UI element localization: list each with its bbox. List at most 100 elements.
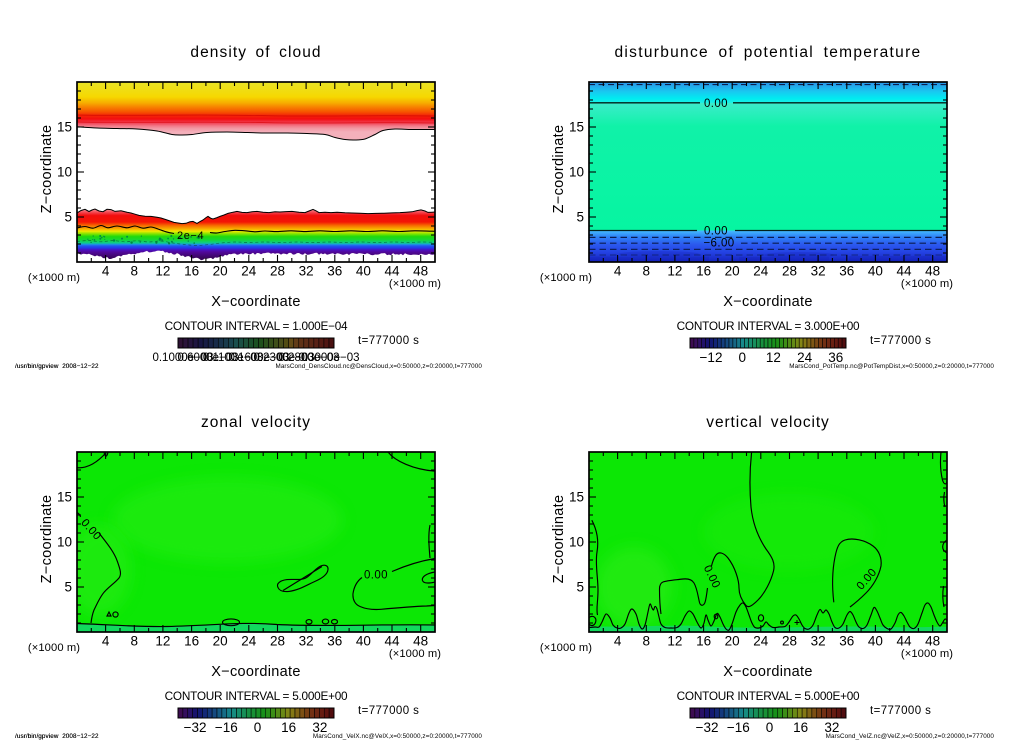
svg-text:40: 40 [868,264,883,279]
svg-text:44: 44 [384,264,400,279]
svg-text:24: 24 [797,350,813,365]
svg-text:15: 15 [57,490,72,505]
svg-text:0.00: 0.00 [704,225,728,237]
svg-text:MarsCond_VelX.nc@VelX,x=0:5000: MarsCond_VelX.nc@VelX,x=0:50000,z=0:2000… [313,733,483,740]
svg-text:X−coordinate: X−coordinate [723,294,812,310]
svg-text:5: 5 [64,580,72,595]
svg-text:MarsCond_PotTemp.nc@PotTempDis: MarsCond_PotTemp.nc@PotTempDist,x=0:5000… [789,363,994,370]
svg-text:20: 20 [725,264,740,279]
svg-text:48: 48 [413,634,428,649]
svg-text:12: 12 [667,634,682,649]
svg-text:Z−coordinate: Z−coordinate [39,125,55,214]
svg-text:5: 5 [576,210,584,225]
svg-text:28: 28 [270,634,285,649]
svg-text:36: 36 [327,634,342,649]
svg-text:36: 36 [828,350,843,365]
svg-text:MarsCond_VelZ.nc@VelZ,x=0:5000: MarsCond_VelZ.nc@VelZ,x=0:50000,z=0:2000… [826,733,995,740]
svg-text:CONTOUR INTERVAL = 1.000E−04: CONTOUR INTERVAL = 1.000E−04 [165,319,348,333]
svg-text:density of cloud: density of cloud [190,44,321,61]
svg-text:2e−4: 2e−4 [177,230,204,242]
svg-text:/usr/bin/gpview 2008−12−22: /usr/bin/gpview 2008−12−22 [15,733,99,740]
svg-text:44: 44 [896,634,912,649]
svg-text:(×1000 m): (×1000 m) [389,278,441,290]
svg-text:8: 8 [131,264,139,279]
svg-text:(×1000 m): (×1000 m) [389,648,441,660]
svg-text:32: 32 [811,634,826,649]
svg-text:48: 48 [925,634,940,649]
svg-text:12: 12 [667,264,682,279]
svg-text:zonal velocity: zonal velocity [201,414,311,431]
svg-text:t=777000 s: t=777000 s [870,705,931,717]
svg-text:28: 28 [782,634,797,649]
svg-text:36: 36 [839,264,854,279]
svg-text:0.2800e−03: 0.2800e−03 [278,352,339,364]
svg-text:16: 16 [184,634,199,649]
svg-text:5: 5 [64,210,72,225]
svg-text:12: 12 [155,264,170,279]
svg-text:24: 24 [753,634,769,649]
svg-text:−12: −12 [700,350,723,365]
svg-text:/usr/bin/gpview 2008−12−22: /usr/bin/gpview 2008−12−22 [15,733,99,740]
svg-text:−16: −16 [727,720,750,735]
svg-text:0.6000e−03: 0.6000e−03 [177,352,238,364]
svg-text:MarsCond_DensCloud.nc@DensClou: MarsCond_DensCloud.nc@DensCloud,x=0:5000… [275,363,482,370]
svg-text:8: 8 [643,634,651,649]
svg-text:−32: −32 [696,720,719,735]
svg-text:5: 5 [576,580,584,595]
svg-text:24: 24 [753,264,769,279]
svg-text:24: 24 [241,634,257,649]
svg-text:CONTOUR INTERVAL = 5.000E+00: CONTOUR INTERVAL = 5.000E+00 [165,689,348,703]
svg-text:−6.00: −6.00 [703,237,734,249]
svg-text:disturbunce of potential tempe: disturbunce of potential temperature [615,44,922,61]
svg-text:vertical velocity: vertical velocity [706,414,829,431]
svg-text:0.00: 0.00 [364,570,388,582]
svg-text:0: 0 [766,720,774,735]
svg-text:32: 32 [312,720,327,735]
svg-text:Z−coordinate: Z−coordinate [551,125,567,214]
svg-text:40: 40 [356,264,371,279]
svg-text:4: 4 [102,634,110,649]
svg-text:(×1000 m): (×1000 m) [901,648,953,660]
svg-text:0.2300e−03: 0.2300e−03 [253,352,314,364]
svg-text:24: 24 [241,264,257,279]
svg-text:4: 4 [102,264,110,279]
svg-text:4: 4 [614,264,622,279]
svg-text:32: 32 [299,634,314,649]
svg-text:8: 8 [131,634,139,649]
svg-text:0.1100e−03: 0.1100e−03 [203,352,263,364]
svg-text:t=777000 s: t=777000 s [358,705,419,717]
svg-text:16: 16 [184,264,199,279]
svg-text:48: 48 [925,264,940,279]
svg-text:X−coordinate: X−coordinate [211,294,300,310]
svg-text:0: 0 [254,720,262,735]
svg-text:X−coordinate: X−coordinate [211,664,300,680]
svg-text:44: 44 [384,634,400,649]
svg-text:/usr/bin/gpview 2008−12−22: /usr/bin/gpview 2008−12−22 [15,363,99,370]
svg-text:16: 16 [793,720,808,735]
svg-text:10: 10 [57,165,72,180]
svg-text:16: 16 [696,634,711,649]
svg-text:0.1000e−03: 0.1000e−03 [152,352,213,364]
svg-text:44: 44 [896,264,912,279]
svg-text:−16: −16 [215,720,238,735]
svg-text:10: 10 [569,165,584,180]
svg-text:−32: −32 [184,720,207,735]
svg-text:10: 10 [569,535,584,550]
svg-text:40: 40 [868,634,883,649]
svg-text:CONTOUR INTERVAL = 3.000E+00: CONTOUR INTERVAL = 3.000E+00 [677,319,860,333]
svg-text:20: 20 [725,634,740,649]
svg-text:12: 12 [155,634,170,649]
svg-text:0.3000e−03: 0.3000e−03 [298,352,359,364]
svg-text:20: 20 [213,264,228,279]
svg-text:8: 8 [643,264,651,279]
svg-text:0.00: 0.00 [704,98,728,110]
svg-text:10: 10 [57,535,72,550]
svg-text:(×1000 m): (×1000 m) [28,272,80,284]
svg-text:Z−coordinate: Z−coordinate [551,495,567,584]
svg-text:36: 36 [327,264,342,279]
svg-text:48: 48 [413,264,428,279]
svg-text:15: 15 [57,120,72,135]
svg-text:4: 4 [614,634,622,649]
svg-text:28: 28 [782,264,797,279]
svg-text:16: 16 [696,264,711,279]
